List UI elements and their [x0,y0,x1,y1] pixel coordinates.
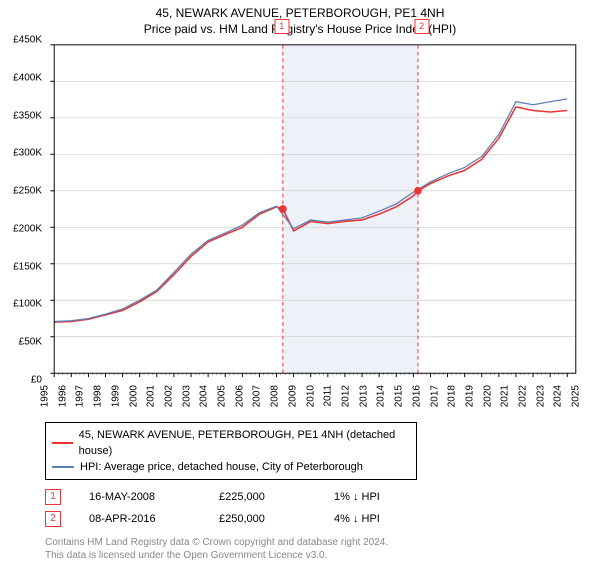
sale-price: £225,000 [219,491,334,503]
sale-date: 08-APR-2016 [89,513,219,525]
sale-date: 16-MAY-2008 [89,491,219,503]
legend-item: HPI: Average price, detached house, City… [52,459,410,475]
sale-marker: 1 [45,489,61,505]
legend-swatch [52,466,74,468]
x-axis-label: 2007 [252,385,263,407]
x-axis-label: 2021 [500,385,511,407]
x-axis-label: 2016 [411,385,422,407]
sale-marker-1: 1 [274,19,289,34]
sale-row: 1 16-MAY-2008£225,0001% ↓ HPI [45,486,565,508]
y-axis-label: £50K [19,337,45,348]
x-axis-label: 2001 [146,385,157,407]
y-axis-label: £300K [13,148,45,159]
y-axis-label: £100K [13,299,45,310]
sale-delta: 1% ↓ HPI [334,491,565,503]
x-axis-label: 2003 [181,385,192,407]
chart-title: 45, NEWARK AVENUE, PETERBOROUGH, PE1 4NH [0,6,600,20]
x-axis-label: 2012 [340,385,351,407]
x-axis-label: 2014 [376,385,387,407]
y-axis-label: £200K [13,223,45,234]
x-axis-label: 2010 [305,385,316,407]
y-axis-label: £150K [13,261,45,272]
sale-row: 2 08-APR-2016£250,0004% ↓ HPI [45,508,565,530]
sale-marker-2: 2 [414,19,429,34]
sale-price: £250,000 [219,513,334,525]
x-axis-label: 2025 [571,385,582,407]
x-axis-label: 2022 [518,385,529,407]
x-axis-label: 2015 [394,385,405,407]
x-axis-label: 2009 [287,385,298,407]
x-axis-label: 2002 [163,385,174,407]
footer-attribution: Contains HM Land Registry data © Crown c… [45,536,600,562]
x-axis-label: 1998 [93,385,104,407]
footer-line2: This data is licensed under the Open Gov… [45,549,600,562]
x-axis-label: 2013 [358,385,369,407]
x-axis-label: 2023 [535,385,546,407]
x-axis-label: 2006 [234,385,245,407]
x-axis-label: 2017 [429,385,440,407]
x-axis-label: 2008 [270,385,281,407]
sale-marker: 2 [45,511,61,527]
y-axis-label: £350K [13,110,45,121]
y-axis-label: £450K [13,35,45,46]
sales-table: 1 16-MAY-2008£225,0001% ↓ HPI 2 08-APR-2016… [45,486,565,530]
x-axis-label: 2000 [128,385,139,407]
x-axis-label: 2004 [199,385,210,407]
x-axis-label: 2018 [447,385,458,407]
x-axis-label: 2019 [464,385,475,407]
x-axis-label: 1997 [75,385,86,407]
x-axis-label: 2020 [482,385,493,407]
sale-delta: 4% ↓ HPI [334,513,565,525]
chart-svg [45,40,585,380]
chart-subtitle: Price paid vs. HM Land Registry's House … [0,22,600,36]
x-axis-label: 1999 [110,385,121,407]
legend-label: HPI: Average price, detached house, City… [80,459,363,475]
legend-label: 45, NEWARK AVENUE, PETERBOROUGH, PE1 4NH… [79,427,410,459]
chart-area: £0£50K£100K£150K£200K£250K£300K£350K£400… [45,40,585,380]
legend-item: 45, NEWARK AVENUE, PETERBOROUGH, PE1 4NH… [52,427,410,459]
y-axis-label: £400K [13,72,45,83]
x-axis-label: 2011 [323,385,334,407]
y-axis-label: £0 [31,375,45,386]
legend: 45, NEWARK AVENUE, PETERBOROUGH, PE1 4NH… [45,422,417,480]
y-axis-label: £250K [13,186,45,197]
x-axis-label: 2024 [553,385,564,407]
legend-swatch [52,442,73,444]
x-axis-label: 1995 [40,385,51,407]
chart-container: 45, NEWARK AVENUE, PETERBOROUGH, PE1 4NH… [0,6,600,566]
footer-line1: Contains HM Land Registry data © Crown c… [45,536,600,549]
x-axis-label: 2005 [217,385,228,407]
x-axis-label: 1996 [57,385,68,407]
